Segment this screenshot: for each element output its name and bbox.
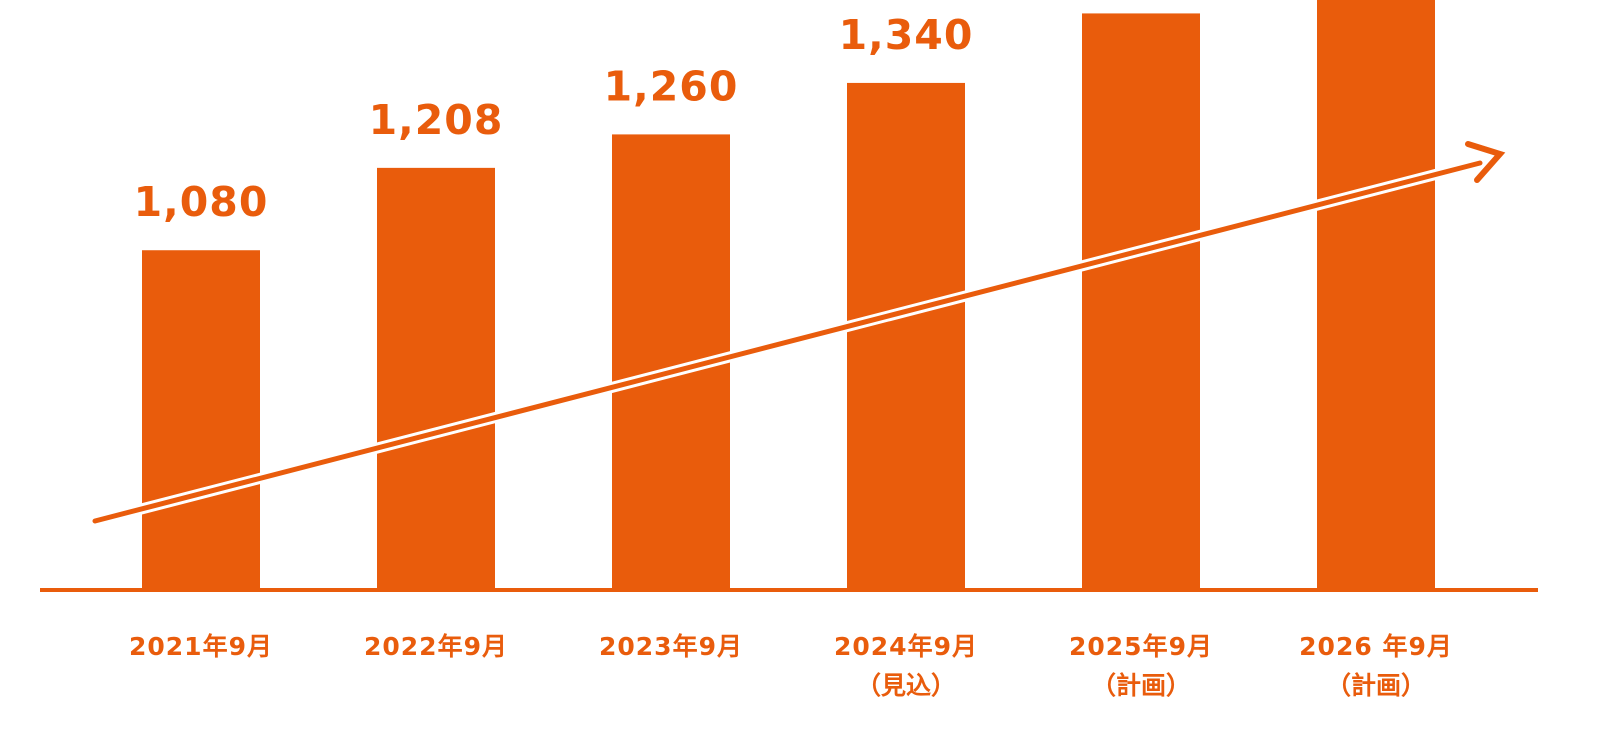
x-tick-label: 2023年9月: [599, 632, 743, 661]
data-label: 1,208: [369, 96, 504, 144]
bar: [1082, 13, 1200, 590]
x-tick-label: 2025年9月: [1069, 632, 1213, 661]
trend-arrow: [89, 138, 1506, 527]
x-tick-label: 2021年9月: [129, 632, 273, 661]
data-label: 1,260: [604, 62, 739, 110]
bar: [377, 167, 495, 590]
x-tick-label: 2026 年9月: [1299, 632, 1453, 661]
x-tick-sublabel: （見込）: [856, 671, 956, 700]
bar: [847, 82, 965, 590]
x-tick-sublabel: （計画）: [1091, 671, 1191, 700]
x-tick-labels-layer: 2021年9月 2022年9月 2023年9月 2024年9月 （見込） 2025年9月 （…: [129, 632, 1453, 700]
bar: [1317, 0, 1435, 590]
x-tick-label: 2024年9月: [834, 632, 978, 661]
bars-layer: [142, 0, 1435, 591]
x-tick-sublabel: （計画）: [1326, 671, 1426, 700]
bar: [142, 250, 260, 590]
x-tick-label: 2022年9月: [364, 632, 508, 661]
trend-arrow-head: [1465, 141, 1506, 183]
data-label: 1,080: [134, 178, 269, 226]
trend-arrow-shaft: [92, 160, 1483, 524]
data-label: 1,340: [839, 11, 974, 59]
